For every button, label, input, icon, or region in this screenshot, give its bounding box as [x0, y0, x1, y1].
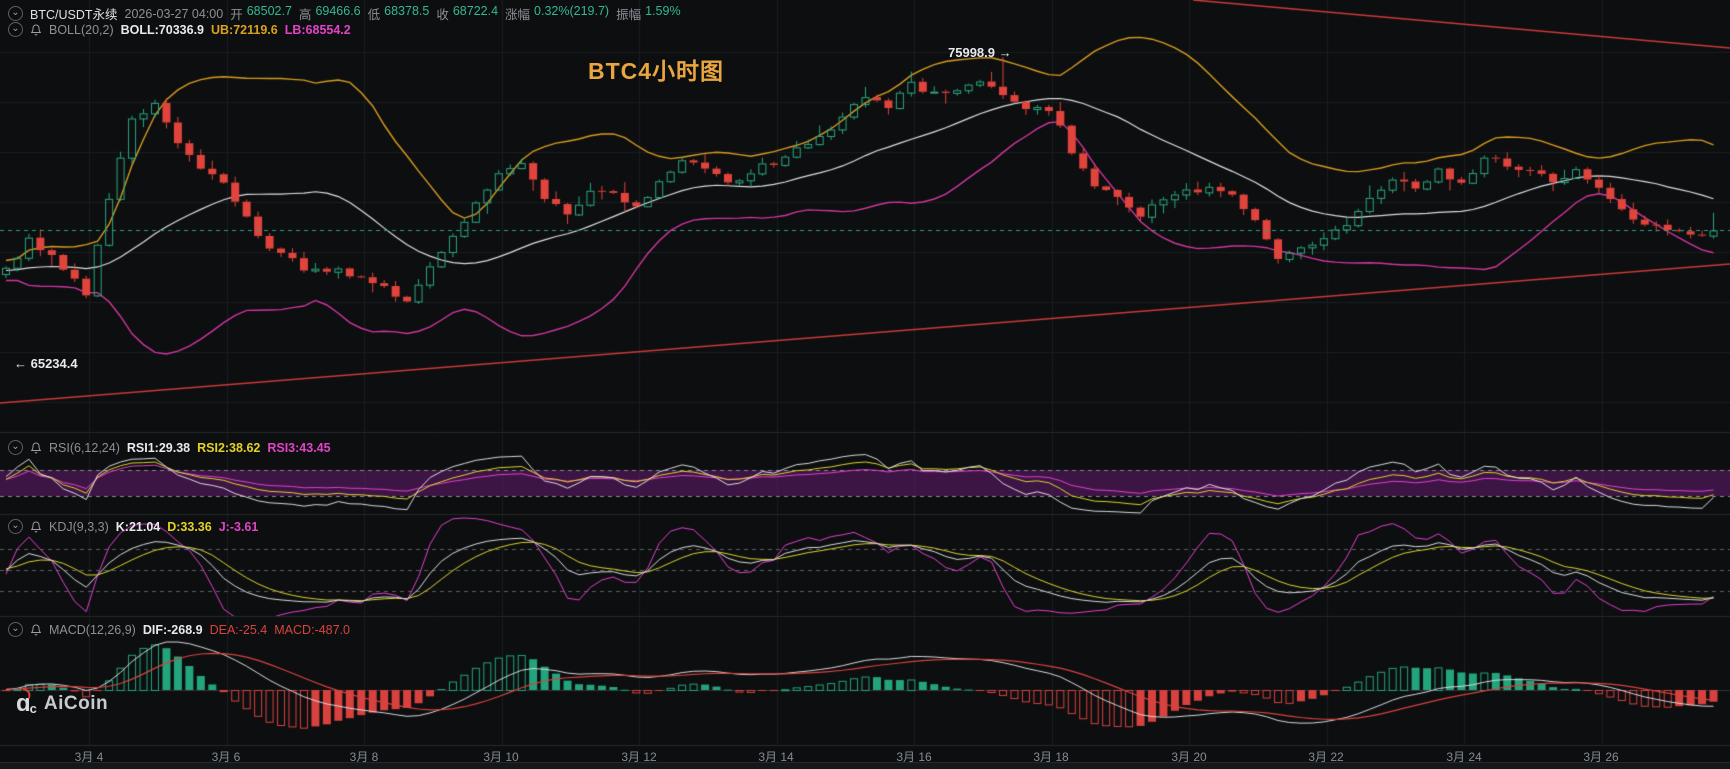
kdj-legend-row: ⌄ KDJ(9,3,3) K:21.04 D:33.36 J:-3.61 — [8, 519, 258, 534]
boll-legend-row: ⌄ BOLL(20,2) BOLL:70336.9 UB:72119.6 LB:… — [8, 22, 351, 37]
x-axis-label: 3月 12 — [621, 750, 657, 764]
macd-legend-row: ⌄ MACD(12,26,9) DIF:-268.9 DEA:-25.4 MAC… — [8, 622, 350, 637]
low-label: 低 — [367, 8, 381, 22]
x-axis-label: 3月 14 — [758, 750, 794, 764]
x-axis-label: 3月 20 — [1171, 750, 1207, 764]
boll-lb-value: LB:68554.2 — [284, 22, 351, 37]
change-label: 涨幅 — [505, 8, 531, 22]
collapse-chevron-icon[interactable]: ⌄ — [8, 6, 23, 21]
rsi-name: RSI(6,12,24) — [49, 440, 120, 455]
low-price-annotation: ← 65234.4 — [14, 356, 78, 371]
kdj-name: KDJ(9,3,3) — [49, 519, 109, 534]
x-axis-label: 3月 24 — [1446, 750, 1482, 764]
rsi2-value: RSI2:38.62 — [197, 440, 261, 455]
symbol-label: BTC/USDT永续 — [30, 8, 118, 22]
macd-dif-value: DIF:-268.9 — [142, 622, 203, 637]
x-axis-label: 3月 22 — [1308, 750, 1344, 764]
open-label: 开 — [230, 8, 243, 22]
high-value: 69466.6 — [315, 4, 361, 18]
boll-name: BOLL(20,2) — [49, 22, 114, 37]
macd-macd-value: MACD:-487.0 — [274, 622, 350, 637]
low-value: 68378.5 — [384, 4, 430, 18]
x-axis-label: 3月 4 — [74, 750, 104, 764]
collapse-chevron-icon[interactable]: ⌄ — [8, 440, 23, 455]
amplitude-value: 1.59% — [645, 4, 681, 18]
rsi1-value: RSI1:29.38 — [126, 440, 191, 455]
time-axis-separator — [0, 745, 1730, 746]
boll-ub-value: UB:72119.6 — [211, 22, 278, 37]
x-axis-label: 3月 10 — [483, 750, 519, 764]
datetime-label: 2026-03-27 04:00 — [124, 6, 224, 21]
change-value: 0.32%(219.7) — [534, 4, 610, 18]
close-label: 收 — [436, 8, 449, 22]
rsi-legend-row: ⌄ RSI(6,12,24) RSI1:29.38 RSI2:38.62 RSI… — [8, 440, 331, 455]
open-value: 68502.7 — [246, 4, 292, 18]
x-axis-label: 3月 16 — [896, 750, 932, 764]
alert-bell-icon[interactable] — [30, 442, 42, 454]
alert-bell-icon[interactable] — [30, 521, 42, 533]
collapse-chevron-icon[interactable]: ⌄ — [8, 622, 23, 637]
x-axis-label: 3月 6 — [211, 750, 241, 764]
boll-mid-value: BOLL:70336.9 — [120, 22, 204, 37]
horizontal-scrollbar[interactable] — [0, 762, 1730, 769]
kdj-k-value: K:21.04 — [115, 519, 161, 534]
kdj-j-value: J:-3.61 — [218, 519, 259, 534]
x-axis-label: 3月 18 — [1033, 750, 1069, 764]
alert-bell-icon[interactable] — [30, 24, 42, 36]
kdj-d-value: D:33.36 — [167, 519, 212, 534]
collapse-chevron-icon[interactable]: ⌄ — [8, 22, 23, 37]
ohlc-legend-row: ⌄ BTC/USDT永续 2026-03-27 04:00 开 68502.7 高… — [8, 4, 681, 23]
close-value: 68722.4 — [452, 4, 499, 18]
aicoin-logo: ɑc AiCoin — [16, 688, 109, 717]
macd-name: MACD(12,26,9) — [49, 622, 136, 637]
amplitude-label: 振幅 — [616, 8, 642, 22]
x-axis-label: 3月 8 — [349, 750, 379, 764]
rsi3-value: RSI3:43.45 — [267, 440, 331, 455]
aicoin-logo-mark: ɑc — [16, 688, 37, 717]
chart-title: BTC4小时图 — [588, 58, 725, 84]
x-axis-label: 3月 26 — [1583, 750, 1619, 764]
high-price-annotation: 75998.9 → — [948, 45, 1012, 60]
alert-bell-icon[interactable] — [30, 624, 42, 636]
aicoin-logo-text: AiCoin — [43, 693, 109, 714]
collapse-chevron-icon[interactable]: ⌄ — [8, 519, 23, 534]
high-label: 高 — [298, 8, 312, 22]
macd-dea-value: DEA:-25.4 — [209, 622, 268, 637]
